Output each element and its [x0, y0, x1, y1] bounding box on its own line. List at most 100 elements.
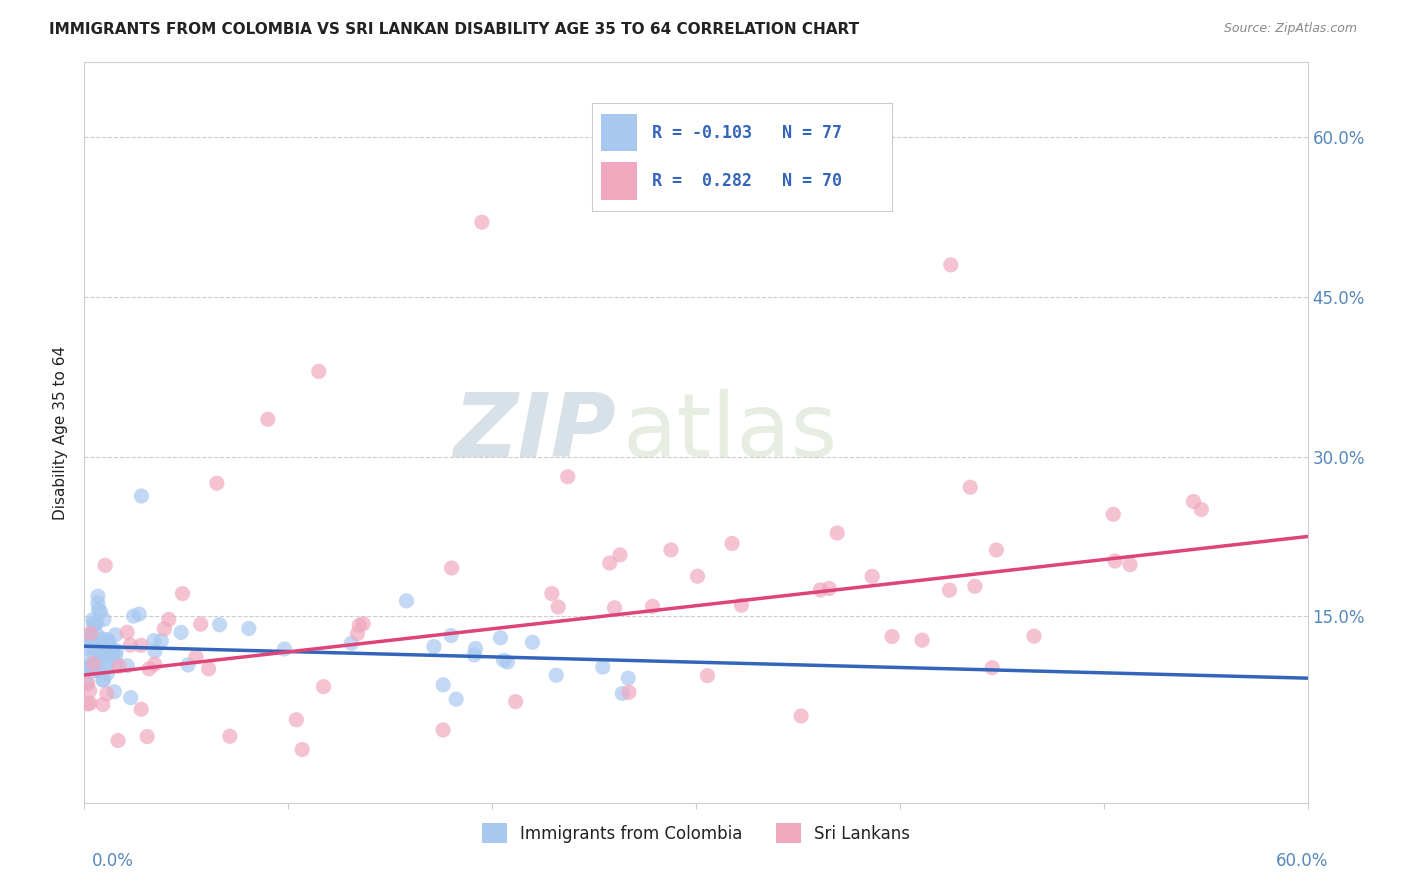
Point	[208, 617, 231, 632]
Point	[120, 638, 142, 652]
Point	[76, 661, 98, 675]
Point	[308, 364, 330, 378]
Point	[150, 633, 173, 648]
Point	[1104, 554, 1126, 568]
Point	[505, 695, 527, 709]
Point	[825, 526, 848, 541]
Point	[86, 627, 108, 641]
Point	[143, 657, 166, 672]
Point	[87, 664, 110, 678]
Point	[97, 666, 120, 681]
Text: 60.0%: 60.0%	[1277, 852, 1329, 870]
Point	[818, 582, 841, 596]
Text: 0.0%: 0.0%	[91, 852, 134, 870]
Point	[129, 702, 152, 716]
Point	[463, 648, 485, 662]
Point	[641, 599, 664, 614]
Point	[790, 709, 813, 723]
Point	[104, 657, 127, 671]
Point	[197, 662, 219, 676]
Point	[136, 730, 159, 744]
Point	[557, 469, 579, 483]
Point	[104, 628, 127, 642]
Point	[83, 617, 105, 632]
Point	[131, 489, 153, 503]
Point	[540, 586, 562, 600]
Point	[205, 476, 228, 491]
Point	[291, 742, 314, 756]
Point	[76, 676, 98, 690]
Point	[489, 631, 512, 645]
Point	[257, 412, 280, 426]
Point	[190, 617, 212, 632]
Point	[83, 615, 105, 630]
Point	[80, 632, 103, 647]
Point	[91, 673, 114, 687]
Point	[352, 616, 374, 631]
Point	[80, 629, 103, 643]
Point	[612, 686, 634, 700]
Point	[97, 636, 120, 650]
Point	[89, 605, 111, 619]
Point	[810, 582, 832, 597]
Point	[423, 640, 446, 654]
Point	[128, 607, 150, 621]
Point	[440, 629, 463, 643]
Point	[98, 635, 121, 649]
Point	[83, 641, 105, 656]
Point	[522, 635, 544, 649]
Point	[129, 638, 152, 652]
Point	[1102, 508, 1125, 522]
Point	[101, 644, 124, 658]
Point	[285, 713, 308, 727]
Point	[346, 626, 368, 640]
Point	[138, 662, 160, 676]
Point	[86, 615, 108, 630]
Point	[87, 651, 110, 665]
Point	[87, 662, 110, 676]
Point	[90, 640, 112, 654]
Point	[172, 586, 194, 600]
Point	[76, 642, 98, 657]
Point	[94, 558, 117, 573]
Point	[107, 733, 129, 747]
Point	[1119, 558, 1142, 572]
Point	[96, 687, 118, 701]
Point	[938, 583, 960, 598]
Point	[471, 215, 494, 229]
Point	[696, 668, 718, 682]
Point	[120, 690, 142, 705]
Point	[444, 692, 467, 706]
Point	[959, 480, 981, 494]
Point	[986, 543, 1008, 558]
Point	[592, 660, 614, 674]
Point	[177, 657, 200, 672]
Point	[77, 629, 100, 643]
Point	[91, 653, 114, 667]
Point	[157, 612, 180, 626]
Point	[860, 569, 883, 583]
Point	[142, 633, 165, 648]
Point	[93, 673, 115, 687]
Point	[340, 636, 363, 650]
Point	[170, 625, 193, 640]
Point	[238, 622, 260, 636]
Point	[96, 645, 118, 659]
Point	[599, 556, 621, 570]
Point	[963, 579, 986, 593]
Point	[83, 657, 105, 671]
Point	[143, 644, 166, 658]
Point	[87, 596, 110, 610]
Point	[87, 602, 110, 616]
Point	[939, 258, 962, 272]
Point	[432, 723, 454, 737]
Point	[83, 658, 105, 673]
Point	[122, 609, 145, 624]
Point	[153, 622, 176, 636]
Point	[686, 569, 709, 583]
Point	[546, 668, 568, 682]
Point	[312, 680, 335, 694]
Point	[91, 698, 114, 712]
Point	[609, 548, 631, 562]
Point	[76, 675, 98, 690]
